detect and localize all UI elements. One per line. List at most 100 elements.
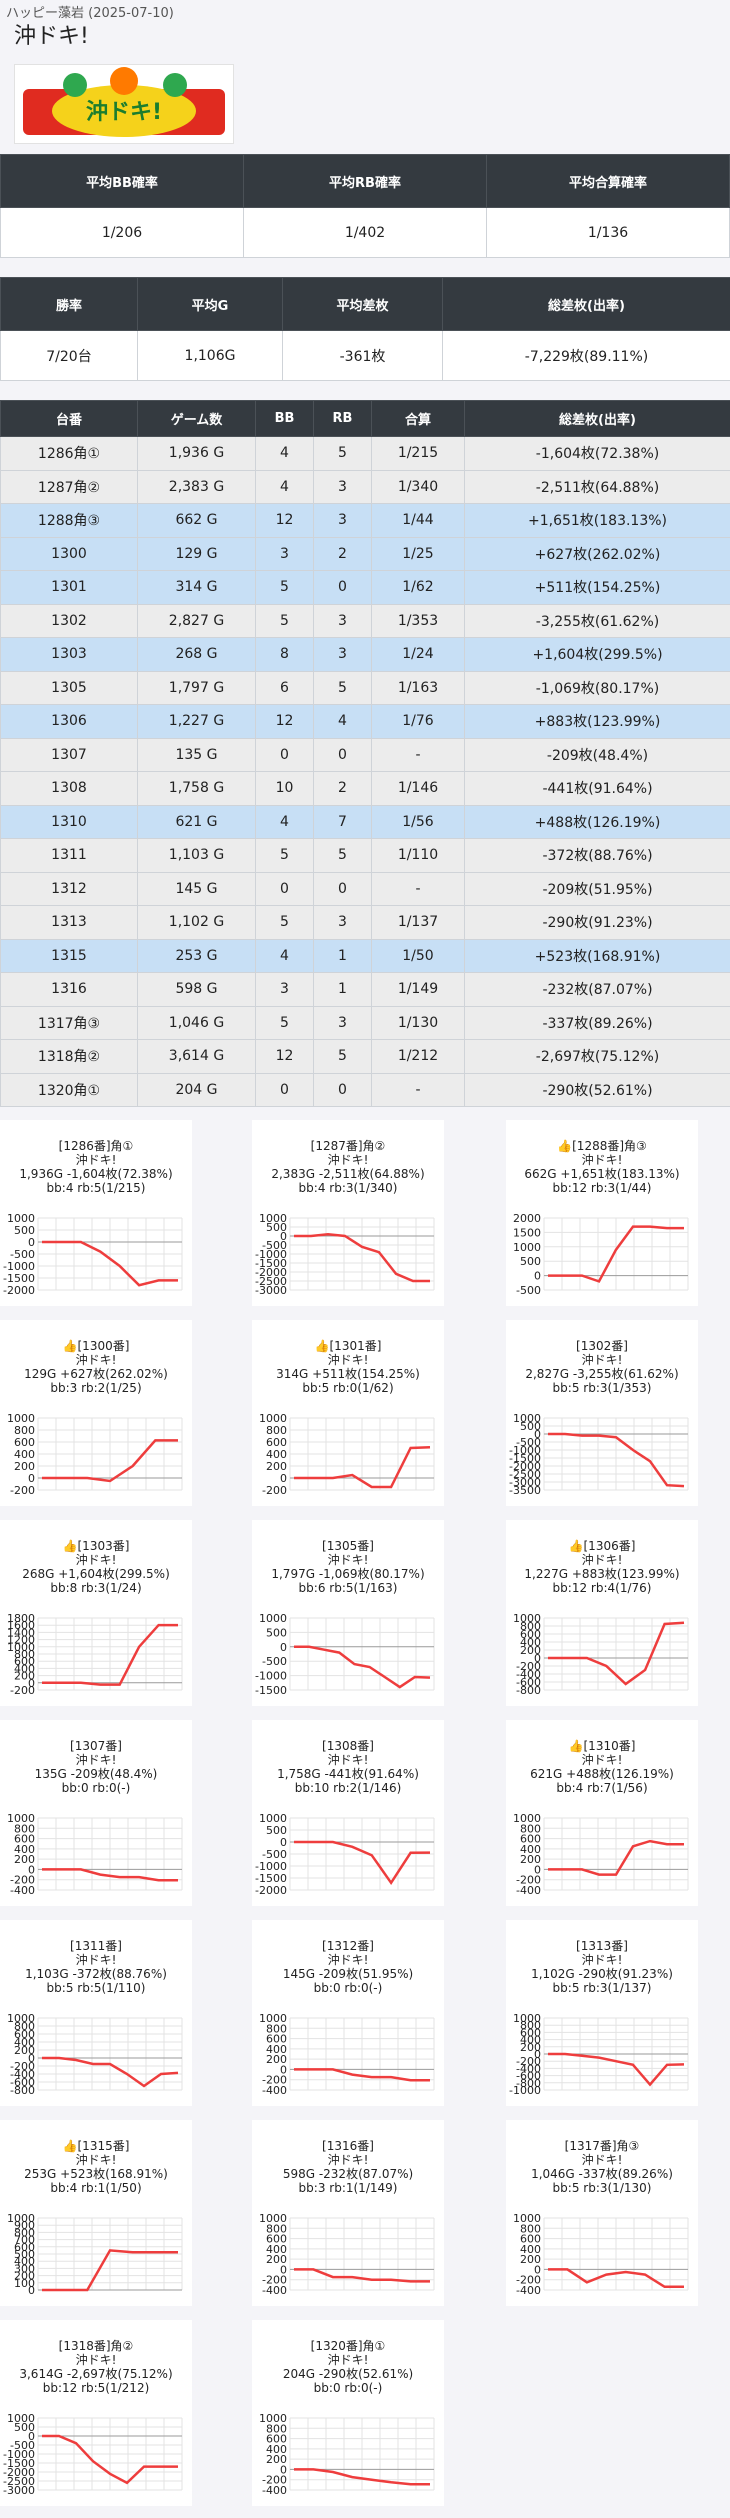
graph-bbrb: bb:5 rb:0(1/62) <box>252 1381 444 1395</box>
cell-total: 1/76 <box>372 705 465 739</box>
cell-total: 1/137 <box>372 906 465 940</box>
graph-machine: 沖ドキ! <box>252 1153 444 1167</box>
avg-games-value: 1,106G <box>138 331 283 381</box>
graph-stats: 2,383G -2,511枚(64.88%) <box>252 1167 444 1181</box>
cell-machine-no: 1320角① <box>1 1073 138 1107</box>
graph-card: [1305番]沖ドキ!1,797G -1,069枚(80.17%)bb:6 rb… <box>252 1520 444 1706</box>
graph-card: 👍[1303番]沖ドキ!268G +1,604枚(299.5%)bb:8 rb:… <box>0 1520 192 1706</box>
graph-stats: 1,797G -1,069枚(80.17%) <box>252 1567 444 1581</box>
col-machine-no: 台番 <box>1 401 138 437</box>
cell-total: 1/146 <box>372 772 465 806</box>
cell-diff: +1,604枚(299.5%) <box>465 638 730 672</box>
cell-rb: 3 <box>314 470 372 504</box>
graph-card: 👍[1300番]沖ドキ!129G +627枚(262.02%)bb:3 rb:2… <box>0 1320 192 1506</box>
graph-stats: 314G +511枚(154.25%) <box>252 1367 444 1381</box>
cell-games: 135 G <box>138 738 256 772</box>
cell-bb: 5 <box>256 571 314 605</box>
graph-title: [1312番] <box>252 1939 444 1953</box>
graph-machine: 沖ドキ! <box>252 1353 444 1367</box>
cell-diff: +511枚(154.25%) <box>465 571 730 605</box>
cell-games: 268 G <box>138 638 256 672</box>
cell-diff: -441枚(91.64%) <box>465 772 730 806</box>
cell-games: 662 G <box>138 504 256 538</box>
y-tick-label: -3000 <box>3 2484 35 2494</box>
graph-bbrb: bb:12 rb:5(1/212) <box>0 2381 192 2395</box>
y-tick-label: -200 <box>10 1684 35 1694</box>
cell-games: 1,797 G <box>138 671 256 705</box>
cell-bb: 5 <box>256 906 314 940</box>
graph-machine: 沖ドキ! <box>252 1953 444 1967</box>
cell-games: 1,936 G <box>138 437 256 471</box>
header-avg-bb: 平均BB確率 <box>1 155 244 208</box>
cell-total: 1/212 <box>372 1040 465 1074</box>
y-tick-label: -3500 <box>509 1484 541 1494</box>
graph-stats: 662G +1,651枚(183.13%) <box>506 1167 698 1181</box>
cell-games: 1,227 G <box>138 705 256 739</box>
graph-title: [1286番]角① <box>0 1139 192 1153</box>
y-tick-label: -400 <box>262 2084 287 2094</box>
graph-machine: 沖ドキ! <box>252 1753 444 1767</box>
graph-title: [1302番] <box>506 1339 698 1353</box>
graph-title: [1305番] <box>252 1539 444 1553</box>
graph-bbrb: bb:12 rb:4(1/76) <box>506 1581 698 1595</box>
graph-bbrb: bb:0 rb:0(-) <box>0 1781 192 1795</box>
cell-machine-no: 1287角② <box>1 470 138 504</box>
graph-bbrb: bb:6 rb:5(1/163) <box>252 1581 444 1595</box>
cell-games: 1,103 G <box>138 839 256 873</box>
cell-games: 1,758 G <box>138 772 256 806</box>
cell-diff: +627枚(262.02%) <box>465 537 730 571</box>
y-tick-label: -200 <box>262 1484 287 1494</box>
cell-total: 1/353 <box>372 604 465 638</box>
graph-stats: 129G +627枚(262.02%) <box>0 1367 192 1381</box>
y-tick-label: -2000 <box>3 1284 35 1294</box>
graph-bbrb: bb:4 rb:3(1/340) <box>252 1181 444 1195</box>
graph-stats: 204G -290枚(52.61%) <box>252 2367 444 2381</box>
graph-card: [1316番]沖ドキ!598G -232枚(87.07%)bb:3 rb:1(1… <box>252 2120 444 2306</box>
graph-bbrb: bb:10 rb:2(1/146) <box>252 1781 444 1795</box>
cell-total: 1/163 <box>372 671 465 705</box>
cell-rb: 7 <box>314 805 372 839</box>
y-tick-label: 0 <box>280 1641 287 1654</box>
y-tick-label: -400 <box>516 1884 541 1894</box>
y-tick-label: -400 <box>262 2284 287 2294</box>
graph-card: 👍[1310番]沖ドキ!621G +488枚(126.19%)bb:4 rb:7… <box>506 1720 698 1906</box>
header-avg-rb: 平均RB確率 <box>244 155 487 208</box>
cell-rb: 1 <box>314 939 372 973</box>
cell-bb: 5 <box>256 1006 314 1040</box>
cell-diff: -290枚(52.61%) <box>465 1073 730 1107</box>
summary-probability-table: 平均BB確率 平均RB確率 平均合算確率 1/206 1/402 1/136 <box>0 154 730 258</box>
graph-machine: 沖ドキ! <box>0 2153 192 2167</box>
cell-rb: 0 <box>314 1073 372 1107</box>
graph-stats: 598G -232枚(87.07%) <box>252 2167 444 2181</box>
graph-card: [1308番]沖ドキ!1,758G -441枚(91.64%)bb:10 rb:… <box>252 1720 444 1906</box>
cell-rb: 3 <box>314 1006 372 1040</box>
cell-diff: -232枚(87.07%) <box>465 973 730 1007</box>
cell-total: 1/215 <box>372 437 465 471</box>
graph-bbrb: bb:3 rb:1(1/149) <box>252 2181 444 2195</box>
cell-bb: 3 <box>256 973 314 1007</box>
graph-machine: 沖ドキ! <box>0 1153 192 1167</box>
y-tick-label: 1500 <box>513 1226 541 1239</box>
graph-title: [1318番]角② <box>0 2339 192 2353</box>
graph-stats: 135G -209枚(48.4%) <box>0 1767 192 1781</box>
store-date-line: ハッピー藻岩 (2025-07-10) <box>0 0 730 18</box>
graph-stats: 1,758G -441枚(91.64%) <box>252 1767 444 1781</box>
y-tick-label: 0 <box>534 1270 541 1283</box>
